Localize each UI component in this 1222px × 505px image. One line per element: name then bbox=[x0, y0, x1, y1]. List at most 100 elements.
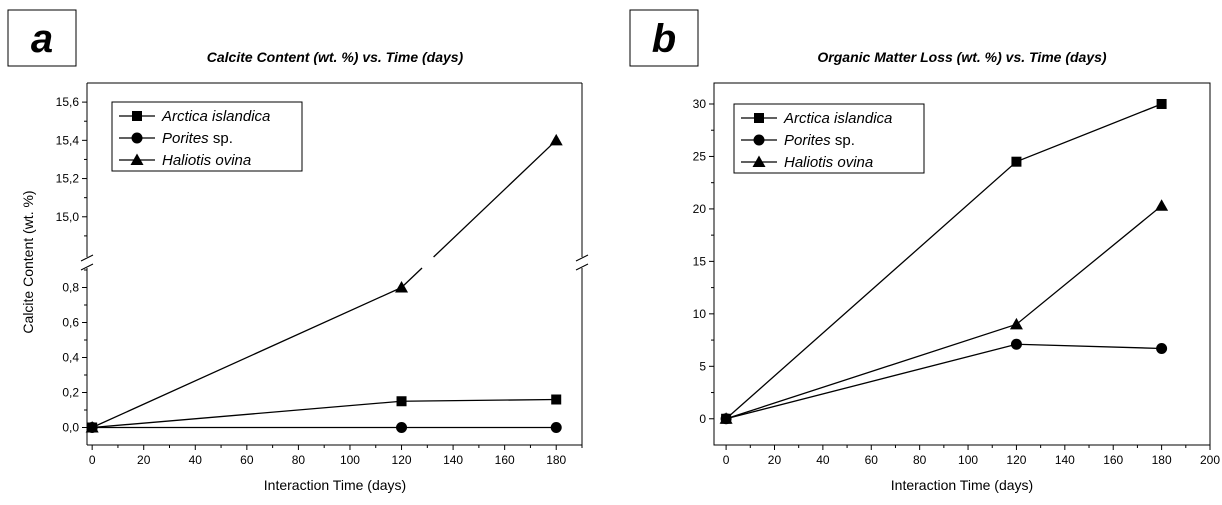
x-tick-label: 160 bbox=[495, 453, 515, 467]
y-tick-label: 20 bbox=[693, 202, 707, 216]
legend-label-plain: sp. bbox=[209, 130, 233, 147]
x-tick-label: 180 bbox=[1152, 453, 1172, 467]
axis-break-mark bbox=[80, 254, 94, 262]
legend-marker bbox=[130, 153, 144, 165]
y-tick-label: 15,4 bbox=[56, 133, 80, 147]
axis-break-mark bbox=[575, 263, 589, 271]
y-tick-label: 15,6 bbox=[56, 95, 80, 109]
data-point bbox=[85, 421, 99, 433]
legend-label: Arctica islandica bbox=[783, 110, 892, 127]
axis-break-mark bbox=[80, 263, 94, 271]
y-tick-label: 15 bbox=[693, 254, 707, 268]
series-1 bbox=[87, 394, 562, 433]
data-point bbox=[396, 396, 407, 407]
plot-frame bbox=[713, 82, 1211, 446]
data-point bbox=[396, 422, 408, 433]
y-tick-label: 15,2 bbox=[56, 172, 80, 186]
legend-label-italic: Haliotis ovina bbox=[162, 152, 251, 169]
legend-label: Haliotis ovina bbox=[784, 154, 873, 171]
x-tick-label: 140 bbox=[443, 453, 463, 467]
y-tick-label: 0,8 bbox=[62, 281, 79, 295]
y-tick-label: 0,2 bbox=[62, 386, 79, 400]
legend-label-italic: Haliotis ovina bbox=[784, 154, 873, 171]
x-tick-label: 80 bbox=[913, 453, 927, 467]
series-line bbox=[725, 205, 1163, 420]
legend-marker bbox=[132, 111, 142, 121]
series-2 bbox=[720, 338, 1168, 425]
x-axis-label: Interaction Time (days) bbox=[264, 477, 406, 493]
series-line bbox=[725, 343, 1162, 420]
panel-label-box bbox=[7, 9, 77, 67]
x-tick-label: 100 bbox=[958, 453, 978, 467]
panel-label: b bbox=[652, 17, 676, 61]
series-line bbox=[92, 400, 402, 429]
series-2 bbox=[86, 422, 562, 433]
x-tick-label: 120 bbox=[1006, 453, 1026, 467]
data-point bbox=[1009, 317, 1023, 330]
panel-label-box bbox=[629, 9, 699, 67]
series-line bbox=[91, 286, 402, 429]
chart-title: Organic Matter Loss (wt. %) vs. Time (da… bbox=[817, 49, 1106, 65]
x-tick-label: 40 bbox=[189, 453, 203, 467]
data-point bbox=[550, 422, 562, 433]
data-point bbox=[549, 133, 563, 146]
y-tick-label: 5 bbox=[699, 359, 706, 373]
legend-marker bbox=[131, 132, 143, 144]
series-3 bbox=[719, 199, 1169, 424]
x-tick-label: 100 bbox=[340, 453, 360, 467]
y-tick-label: 15,0 bbox=[56, 210, 80, 224]
y-tick-label: 30 bbox=[693, 97, 707, 111]
x-tick-label: 20 bbox=[768, 453, 782, 467]
data-point bbox=[1155, 199, 1169, 211]
x-tick-label: 200 bbox=[1200, 453, 1220, 467]
panel-label: a bbox=[31, 17, 53, 61]
legend: Arctica islandica Porites sp. Haliotis ovi… bbox=[733, 103, 925, 174]
x-tick-label: 160 bbox=[1103, 453, 1123, 467]
axis-break-mark bbox=[575, 254, 589, 262]
data-point bbox=[1010, 338, 1022, 350]
y-tick-label: 0 bbox=[699, 412, 706, 426]
chart-title: Calcite Content (wt. %) vs. Time (days) bbox=[207, 49, 464, 65]
data-point bbox=[395, 281, 409, 293]
data-point bbox=[1156, 98, 1167, 109]
y-tick-label: 10 bbox=[693, 307, 707, 321]
x-tick-label: 80 bbox=[292, 453, 306, 467]
series-line bbox=[401, 267, 423, 288]
legend-label-italic: Porites bbox=[784, 132, 831, 149]
data-point bbox=[719, 412, 733, 424]
x-tick-label: 120 bbox=[392, 453, 412, 467]
legend-label-plain: sp. bbox=[831, 132, 855, 149]
legend-label: Porites sp. bbox=[162, 130, 233, 147]
x-tick-label: 60 bbox=[240, 453, 254, 467]
x-tick-label: 40 bbox=[816, 453, 830, 467]
legend-label: Porites sp. bbox=[784, 132, 855, 149]
legend-marker bbox=[754, 113, 764, 123]
y-axis-label: Calcite Content (wt. %) bbox=[20, 190, 36, 333]
series-line bbox=[433, 139, 557, 258]
legend: Arctica islandica Porites sp. Haliotis ovi… bbox=[111, 101, 303, 172]
data-point bbox=[551, 394, 562, 405]
x-tick-label: 60 bbox=[865, 453, 879, 467]
data-point bbox=[1011, 156, 1022, 167]
y-tick-label: 25 bbox=[693, 149, 707, 163]
x-tick-label: 0 bbox=[89, 453, 96, 467]
legend-label-italic: Porites bbox=[162, 130, 209, 147]
x-tick-label: 20 bbox=[137, 453, 151, 467]
legend-label-italic: Arctica islandica bbox=[783, 110, 892, 127]
y-tick-label: 0,6 bbox=[62, 316, 79, 330]
legend-label: Haliotis ovina bbox=[162, 152, 251, 169]
x-tick-label: 180 bbox=[546, 453, 566, 467]
series-line bbox=[401, 398, 557, 402]
y-tick-label: 0,0 bbox=[62, 421, 79, 435]
y-tick-label: 0,4 bbox=[62, 351, 79, 365]
x-axis-label: Interaction Time (days) bbox=[891, 477, 1033, 493]
x-tick-label: 140 bbox=[1055, 453, 1075, 467]
legend-label-italic: Arctica islandica bbox=[161, 108, 270, 125]
x-tick-label: 0 bbox=[723, 453, 730, 467]
series-3 bbox=[85, 133, 563, 433]
legend-marker bbox=[752, 155, 766, 167]
legend-marker bbox=[753, 134, 765, 146]
legend-label: Arctica islandica bbox=[161, 108, 270, 125]
data-point bbox=[1156, 342, 1168, 354]
